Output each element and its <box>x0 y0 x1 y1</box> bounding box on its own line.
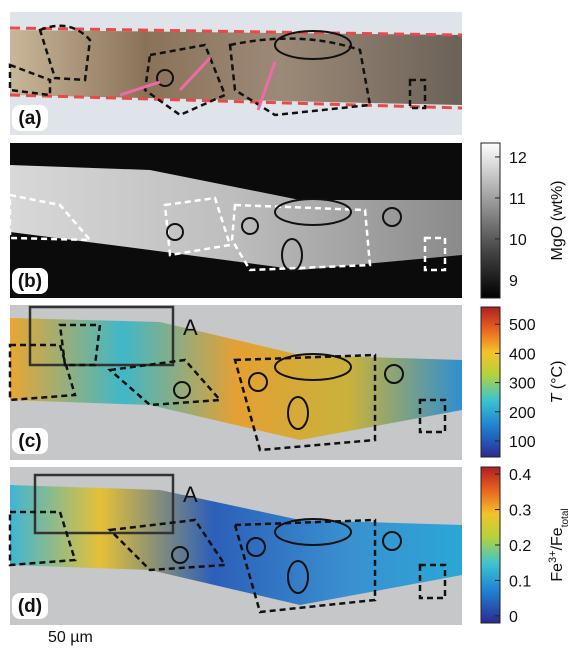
circle <box>246 537 266 557</box>
panel-label: (d) <box>18 596 42 617</box>
grain-outlines <box>8 24 427 117</box>
ellipse <box>287 396 309 430</box>
label-box <box>12 105 48 131</box>
colorbar-tick-label: 100 <box>509 434 536 451</box>
label-box <box>12 428 48 454</box>
colorbar-title: Fe3+/Fetotal <box>547 508 571 581</box>
colorbar-tick-label: 0.2 <box>509 538 531 555</box>
ellipse <box>287 560 309 594</box>
colorbar-title-part: Fe <box>549 563 566 582</box>
photo-band <box>10 30 462 105</box>
colorbar-tick-label: 12 <box>509 150 527 167</box>
panel-label: (a) <box>18 108 41 129</box>
colorbar-tick-label: 300 <box>509 376 536 393</box>
label-box <box>12 593 48 619</box>
ellipse <box>274 518 352 546</box>
colorbar-title: T (°C) <box>549 361 566 404</box>
panel-c: A (c) <box>8 305 462 460</box>
colorbar-tick-label: 400 <box>509 346 536 363</box>
colorbar-tick-label: 0.1 <box>509 573 531 590</box>
circle <box>171 546 189 564</box>
circle <box>156 69 174 87</box>
circle <box>166 223 184 241</box>
ellipse <box>274 198 352 226</box>
colorbar <box>480 306 501 458</box>
colorbar-tick-label: 10 <box>509 232 527 249</box>
circle <box>241 217 259 235</box>
panel-label: (c) <box>18 431 41 452</box>
scale-bar-label: 50 µm <box>48 629 93 646</box>
circle <box>173 381 191 399</box>
colorbar-tick-label: 200 <box>509 405 536 422</box>
circle <box>382 531 402 551</box>
colorbar-tick-label: 9 <box>509 273 518 290</box>
label-box <box>12 268 48 294</box>
map-band <box>10 318 462 440</box>
panel-label: (b) <box>18 271 42 292</box>
colorbar-tick-label: 11 <box>509 191 526 208</box>
colorbar-title-part: total <box>560 508 571 527</box>
map-band <box>10 485 462 605</box>
region-box <box>33 473 175 535</box>
ellipse <box>281 238 303 272</box>
colorbar-tick-label: 0.4 <box>509 467 531 484</box>
circle <box>248 372 268 392</box>
colorbar-tick-label: 0 <box>509 609 518 626</box>
colorbar-title-part: /Fe <box>549 527 566 550</box>
region-box <box>28 305 175 367</box>
grain-outlines <box>8 510 447 614</box>
panel-b: (b) <box>8 143 462 298</box>
grain-outlines <box>8 193 447 272</box>
region-label: A <box>183 482 198 507</box>
panel-a: (a) <box>8 12 463 135</box>
colorbar-title: MgO (wt%) <box>549 181 566 261</box>
pink-line <box>119 56 277 111</box>
colorbar <box>480 142 501 299</box>
colorbar-title-part: MgO (wt%) <box>549 181 566 261</box>
region-label: A <box>183 315 198 340</box>
ellipse <box>274 353 352 381</box>
colorbar-tick-label: 500 <box>509 317 536 334</box>
circle <box>384 364 404 384</box>
map-band <box>10 165 462 270</box>
colorbar-title-part: 3+ <box>547 550 559 563</box>
colorbar-title-part: T <box>549 392 566 403</box>
panel-d: A (d) <box>8 467 462 625</box>
colorbar-title-part: (°C) <box>549 361 566 394</box>
ellipse <box>274 30 352 60</box>
colorbar-tick-label: 0.3 <box>509 503 531 520</box>
circle <box>382 207 402 227</box>
grain-outlines <box>8 323 447 452</box>
boundary-line <box>9 26 463 110</box>
